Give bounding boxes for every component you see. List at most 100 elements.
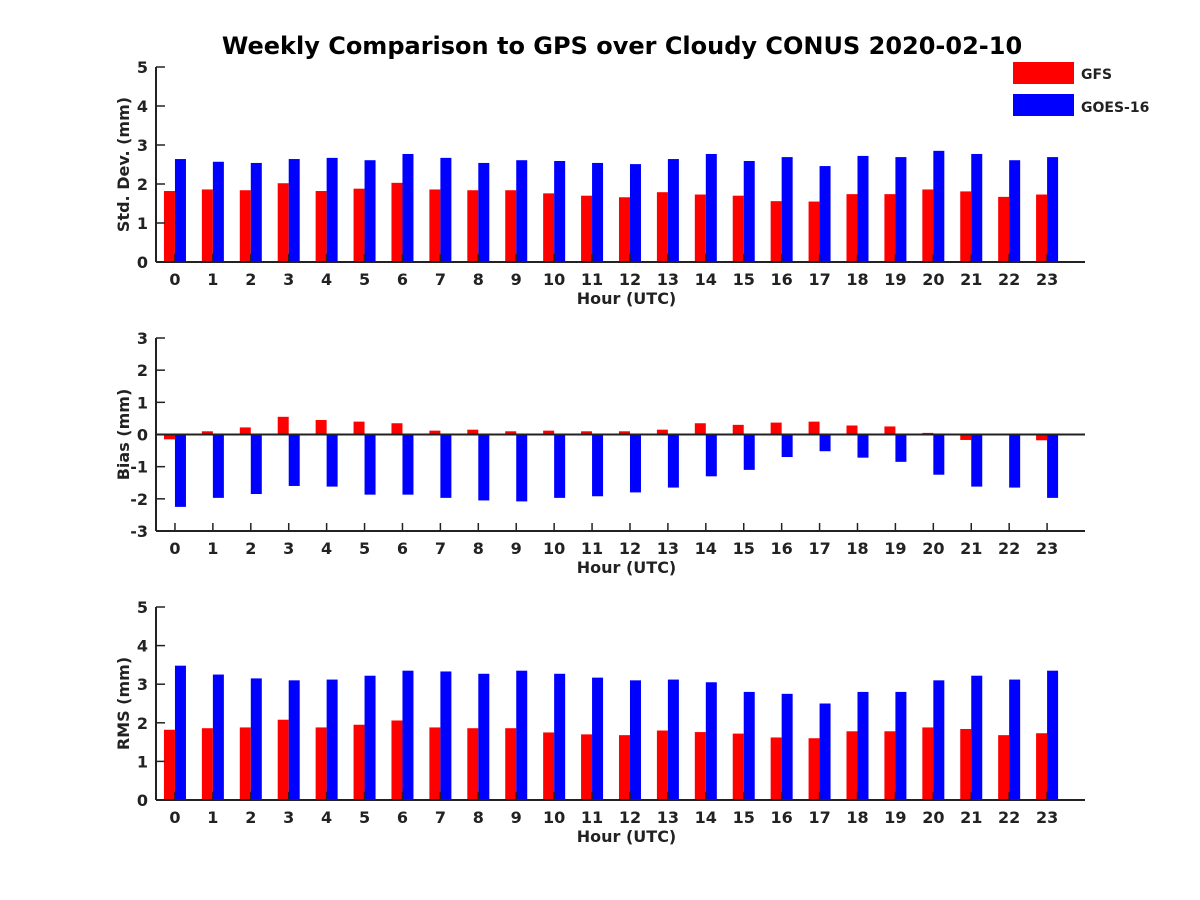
bias-bar-goes16-22	[1009, 434, 1021, 488]
rms-y-tick-label: 5	[137, 598, 148, 617]
rms-x-tick-label: 2	[245, 808, 256, 827]
rms-bar-gfs-12	[618, 735, 630, 800]
std-dev-x-tick-label: 22	[998, 270, 1020, 289]
rms-bar-gfs-10	[543, 732, 555, 800]
bias-x-tick-label: 1	[207, 539, 218, 558]
bias-x-tick-label: 7	[435, 539, 446, 558]
rms-bar-gfs-0	[163, 729, 175, 800]
std-dev-bar-goes16-18	[857, 155, 869, 262]
bias-x-tick-label: 16	[771, 539, 793, 558]
chart-title: Weekly Comparison to GPS over Cloudy CON…	[222, 32, 1022, 60]
rms-x-tick-label: 11	[581, 808, 603, 827]
bias-x-tick-label: 8	[473, 539, 484, 558]
legend-label-gfs: GFS	[1081, 67, 1112, 83]
bias-x-tick-label: 11	[581, 539, 603, 558]
std-dev-x-axis-label: Hour (UTC)	[577, 289, 677, 308]
std-dev-x-tick-label: 11	[581, 270, 603, 289]
bias-y-tick-label: 0	[137, 426, 148, 445]
rms-x-tick-label: 9	[511, 808, 522, 827]
rms-bar-goes16-20	[933, 680, 945, 800]
rms-x-tick-label: 23	[1036, 808, 1058, 827]
rms-x-tick-label: 20	[922, 808, 944, 827]
rms-bar-goes16-17	[819, 703, 831, 800]
std-dev-bar-goes16-6	[402, 153, 414, 262]
std-dev-bar-gfs-14	[694, 194, 706, 262]
std-dev-bar-gfs-13	[656, 192, 668, 262]
std-dev-bar-goes16-14	[705, 153, 717, 262]
std-dev-x-tick-label: 7	[435, 270, 446, 289]
bias-bar-gfs-6	[391, 423, 403, 435]
std-dev-bar-goes16-5	[364, 160, 376, 262]
std-dev-bar-goes16-4	[326, 157, 338, 262]
std-dev-bar-goes16-15	[743, 160, 755, 262]
std-dev-bar-gfs-2	[239, 190, 251, 262]
std-dev-bar-gfs-15	[732, 195, 744, 262]
std-dev-bar-gfs-6	[391, 182, 403, 262]
bias-bar-goes16-15	[743, 434, 755, 470]
rms-x-tick-label: 13	[657, 808, 679, 827]
legend-label-goes16: GOES-16	[1081, 100, 1149, 116]
std-dev-bar-goes16-11	[592, 162, 604, 262]
legend-swatch-gfs	[1013, 62, 1074, 84]
rms-bar-goes16-7	[440, 671, 452, 800]
std-dev-bar-gfs-21	[960, 191, 972, 262]
rms-bar-goes16-2	[250, 678, 262, 800]
rms-bar-goes16-21	[971, 675, 983, 800]
bias-x-tick-label: 17	[808, 539, 830, 558]
bias-x-tick-label: 10	[543, 539, 565, 558]
rms-bar-gfs-6	[391, 720, 403, 800]
bias-x-tick-label: 19	[884, 539, 906, 558]
rms-x-tick-label: 16	[771, 808, 793, 827]
rms-bar-goes16-0	[174, 665, 186, 800]
bias-bar-gfs-15	[732, 424, 744, 435]
rms-x-tick-label: 5	[359, 808, 370, 827]
std-dev-bar-goes16-17	[819, 166, 831, 262]
std-dev-bar-gfs-22	[998, 196, 1010, 262]
rms-y-tick-label: 1	[137, 752, 148, 771]
bias-bar-goes16-10	[554, 434, 566, 498]
std-dev-bar-goes16-22	[1009, 160, 1021, 262]
rms-bar-goes16-18	[857, 691, 869, 800]
bias-bar-gfs-9	[505, 431, 517, 435]
bias-bar-goes16-12	[629, 434, 641, 493]
bias-bar-goes16-17	[819, 434, 831, 452]
std-dev-bar-gfs-18	[846, 194, 858, 262]
bias-bar-gfs-11	[581, 431, 593, 435]
rms-bar-goes16-6	[402, 670, 414, 800]
std-dev-x-tick-label: 2	[245, 270, 256, 289]
std-dev-x-tick-label: 12	[619, 270, 641, 289]
rms-bar-gfs-20	[922, 727, 934, 800]
std-dev-x-tick-label: 23	[1036, 270, 1058, 289]
bias-bar-goes16-1	[212, 434, 224, 498]
bias-x-tick-label: 18	[846, 539, 868, 558]
rms-bar-goes16-1	[212, 674, 224, 800]
std-dev-bar-gfs-0	[163, 191, 175, 262]
bias-bar-goes16-5	[364, 434, 376, 495]
std-dev-bar-goes16-23	[1047, 157, 1059, 262]
bias-x-axis-label: Hour (UTC)	[577, 558, 677, 577]
std-dev-x-tick-label: 5	[359, 270, 370, 289]
bias-y-tick-label: 3	[137, 329, 148, 348]
bias-y-axis-label: Bias (mm)	[114, 389, 133, 481]
bias-x-tick-label: 13	[657, 539, 679, 558]
rms-bar-gfs-18	[846, 731, 858, 800]
bias-bar-gfs-5	[353, 421, 365, 435]
rms-bar-goes16-22	[1009, 679, 1021, 800]
rms-bar-gfs-1	[201, 728, 213, 800]
bias-bar-gfs-18	[846, 425, 858, 435]
bias-x-tick-label: 22	[998, 539, 1020, 558]
bias-bar-gfs-21	[960, 434, 972, 440]
bias-bar-goes16-11	[592, 434, 604, 497]
rms-y-tick-label: 2	[137, 714, 148, 733]
bias-bar-goes16-6	[402, 434, 414, 495]
rms-x-tick-label: 6	[397, 808, 408, 827]
rms-x-tick-label: 19	[884, 808, 906, 827]
std-dev-x-tick-label: 14	[695, 270, 717, 289]
std-dev-x-tick-label: 9	[511, 270, 522, 289]
bias-x-tick-label: 23	[1036, 539, 1058, 558]
std-dev-y-tick-label: 4	[137, 97, 148, 116]
bias-y-tick-label: 1	[137, 393, 148, 412]
bias-bar-goes16-19	[895, 434, 907, 462]
